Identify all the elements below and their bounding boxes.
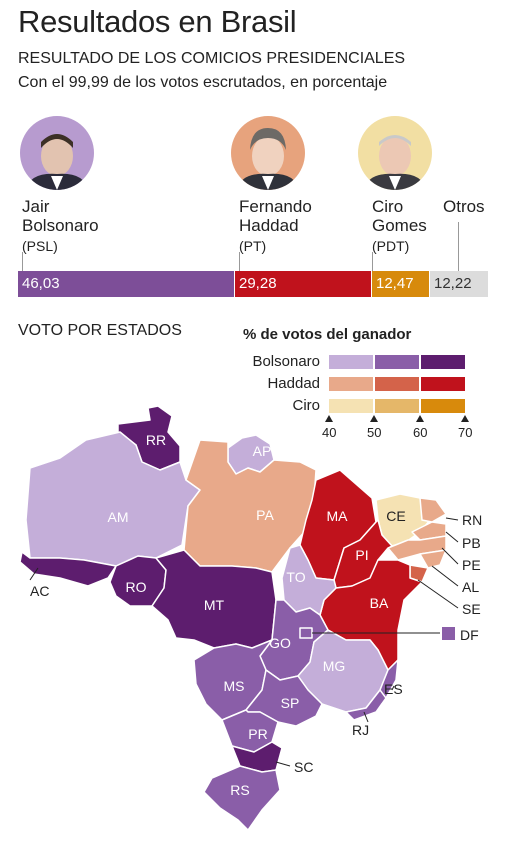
state-PE [387, 535, 447, 561]
state-label-DF: DF [460, 627, 479, 643]
legend-swatch [421, 399, 465, 413]
state-label-MA: MA [327, 508, 349, 524]
state-label-CE: CE [386, 508, 405, 524]
state-RN [419, 497, 447, 523]
state-label-PA: PA [256, 507, 274, 523]
bar-otros: 12,22 [430, 271, 488, 297]
state-label-AP: AP [253, 443, 272, 459]
state-label-RN: RN [462, 512, 482, 528]
legend-label: Ciro [292, 397, 320, 414]
state-AC [19, 551, 117, 587]
state-PB [411, 521, 447, 541]
bolsonaro-avatar [20, 116, 94, 190]
state-label-SP: SP [281, 695, 300, 711]
note: Con el 99,99 de los votos escrutados, en… [18, 74, 388, 91]
tick-label: 70 [458, 425, 473, 440]
legend-swatch [329, 399, 373, 413]
state-label-RO: RO [126, 579, 147, 595]
candidate-first-name: Jair [22, 197, 50, 216]
tick-label: 60 [413, 425, 428, 440]
leader-lines [22, 222, 459, 271]
candidate-last-name: Gomes [372, 216, 427, 235]
state-label-TO: TO [286, 569, 305, 585]
state-label-SE: SE [462, 601, 481, 617]
candidate-first-name: Fernando [239, 197, 312, 216]
legend-swatch [329, 377, 373, 391]
state-DF [299, 627, 313, 639]
state-label-AC: AC [30, 583, 49, 599]
state-label-GO: GO [269, 635, 291, 651]
page-title: Resultados en Brasil [18, 4, 297, 39]
state-AL [419, 549, 447, 569]
person-photo-icon [364, 135, 426, 190]
bar-bolsonaro: 46,03 [18, 271, 234, 297]
state-label-PI: PI [355, 547, 368, 563]
legend-swatch [421, 355, 465, 369]
state-label-ES: ES [384, 681, 403, 697]
state-label-MG: MG [323, 658, 346, 674]
legend-swatch [329, 355, 373, 369]
person-photo-icon [26, 134, 88, 190]
state-label-MT: MT [204, 597, 225, 613]
candidate-last-name: Bolsonaro [22, 216, 99, 235]
subtitle: RESULTADO DE LOS COMICIOS PRESIDENCIALES [18, 50, 406, 67]
person-photo-icon [237, 128, 299, 190]
candidate-party: (PSL) [22, 238, 58, 254]
haddad-avatar [231, 116, 305, 190]
state-label-MS: MS [224, 678, 245, 694]
bar-gomes: 12,47 [372, 271, 429, 297]
candidate-last-name: Haddad [239, 216, 299, 235]
section-title: VOTO POR ESTADOS [18, 322, 182, 339]
gomes-avatar [358, 116, 432, 190]
state-label-PR: PR [248, 726, 267, 742]
legend-label: Bolsonaro [252, 353, 320, 370]
tick-label: 50 [367, 425, 382, 440]
legend-title: % de votos del ganador [243, 326, 412, 343]
state-RJ [345, 689, 387, 721]
legend-swatch [421, 377, 465, 391]
state-label-SC: SC [294, 759, 313, 775]
state-label-RJ: RJ [352, 722, 369, 738]
candidate-party: (PDT) [372, 238, 410, 254]
tick-marker [416, 415, 424, 422]
state-label-BA: BA [370, 595, 389, 611]
state-label-AM: AM [108, 509, 129, 525]
candidate-first-name: Ciro [372, 197, 404, 216]
legend-swatch [375, 399, 419, 413]
tick-marker [325, 415, 333, 422]
tick-label: 40 [322, 425, 337, 440]
state-RS [203, 765, 281, 831]
tick-marker [461, 415, 469, 422]
state-label-RS: RS [230, 782, 249, 798]
bar-haddad: 29,28 [235, 271, 371, 297]
candidate-party: (PT) [239, 238, 267, 254]
tick-marker [370, 415, 378, 422]
legend-swatch [375, 355, 419, 369]
state-label-PB: PB [462, 535, 481, 551]
candidate-first-name: Otros [443, 197, 485, 216]
state-label-RR: RR [146, 432, 166, 448]
legend-swatch [375, 377, 419, 391]
state-label-AL: AL [462, 579, 479, 595]
df-swatch [442, 627, 455, 640]
legend-label: Haddad [267, 375, 320, 392]
state-label-PE: PE [462, 557, 481, 573]
